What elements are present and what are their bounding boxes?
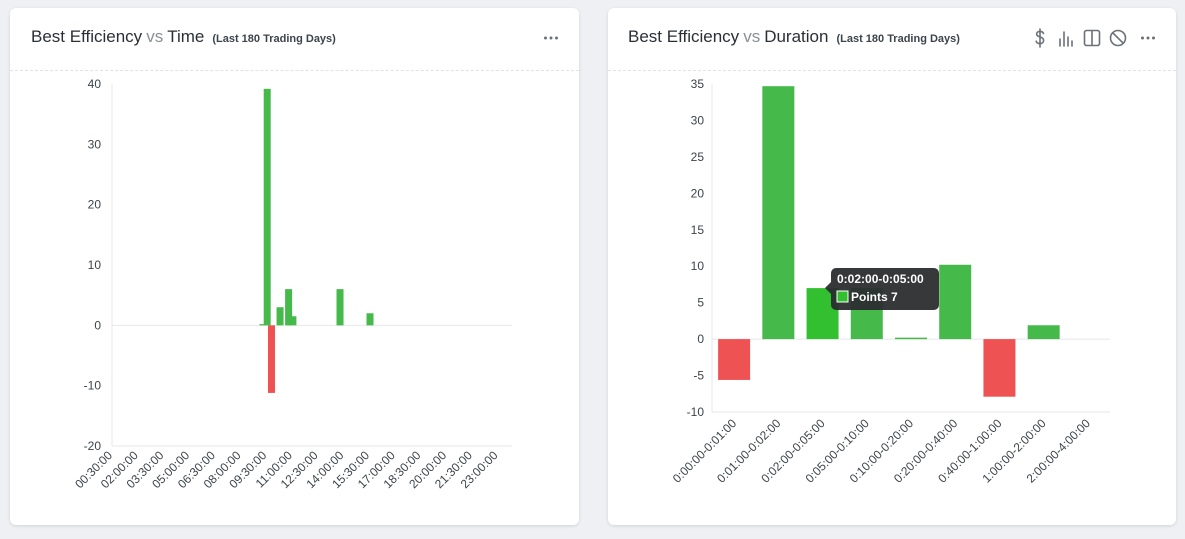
- title-metric: Best Efficiency: [628, 27, 740, 46]
- bar: [285, 289, 293, 326]
- y-tick-label: 25: [691, 150, 705, 164]
- bar: [289, 316, 297, 326]
- bar: [259, 324, 267, 326]
- card-title: Best Efficiency vs Time (Last 180 Trading D…: [31, 27, 336, 47]
- title-subtitle: (Last 180 Trading Days): [212, 33, 336, 45]
- chart-toolbar: [1030, 28, 1128, 48]
- efficiency-vs-duration-card: Best Efficiency vs Duration (Last 180 Tradi…: [608, 8, 1176, 525]
- efficiency-vs-time-chart: -20-1001020304000:30:0002:00:0003:30:000…: [72, 77, 512, 491]
- tooltip-box: [831, 268, 939, 310]
- bar: [939, 264, 972, 340]
- y-tick-label: 10: [88, 258, 102, 272]
- bar-chart-icon[interactable]: [1056, 28, 1076, 48]
- y-tick-label: 30: [88, 137, 102, 151]
- tooltip-title: 0:02:00-0:05:00: [837, 272, 924, 286]
- y-tick-label: 35: [691, 77, 705, 91]
- bar: [366, 313, 374, 326]
- y-tick-label: -20: [84, 439, 102, 453]
- tooltip-swatch: [836, 290, 849, 303]
- y-tick-label: 10: [691, 259, 705, 273]
- bar: [263, 88, 271, 326]
- y-tick-label: 40: [88, 77, 102, 91]
- title-metric: Best Efficiency: [31, 27, 143, 46]
- efficiency-vs-time-card: Best Efficiency vs Time (Last 180 Trading D…: [10, 8, 579, 525]
- bar: [336, 289, 344, 326]
- bar: [762, 86, 795, 340]
- chart-tooltip: 0:02:00-0:05:00 Points 7: [825, 268, 939, 310]
- y-tick-label: -5: [693, 369, 704, 383]
- y-tick-label: -10: [84, 379, 102, 393]
- bar: [718, 339, 751, 380]
- tooltip-pointer: [825, 282, 831, 294]
- title-vs: vs: [743, 27, 761, 46]
- title-subtitle: (Last 180 Trading Days): [836, 33, 960, 45]
- bar: [1027, 325, 1060, 340]
- y-tick-label: 20: [88, 198, 102, 212]
- more-horizontal-icon[interactable]: [1140, 28, 1156, 49]
- title-dimension: Duration: [764, 27, 829, 46]
- y-tick-label: 0: [94, 318, 101, 332]
- bar: [895, 337, 927, 340]
- y-tick-label: 0: [697, 332, 704, 346]
- ban-icon[interactable]: [1108, 28, 1128, 48]
- bar: [267, 325, 275, 393]
- y-tick-label: 15: [691, 223, 705, 237]
- more-horizontal-icon[interactable]: [543, 28, 559, 49]
- bar: [276, 307, 284, 326]
- card-header: Best Efficiency vs Duration (Last 180 Tradi…: [608, 8, 1176, 71]
- columns-icon[interactable]: [1082, 28, 1102, 48]
- card-header: Best Efficiency vs Time (Last 180 Trading D…: [10, 8, 579, 71]
- dollar-icon[interactable]: [1030, 28, 1050, 48]
- bar: [983, 339, 1016, 397]
- card-title: Best Efficiency vs Duration (Last 180 Tradi…: [628, 27, 960, 47]
- y-tick-label: 20: [691, 186, 705, 200]
- y-tick-label: 5: [697, 296, 704, 310]
- efficiency-vs-duration-chart: -10-5051015202530350:00:00-0:01:000:01:0…: [670, 77, 1110, 486]
- title-dimension: Time: [167, 27, 205, 46]
- tooltip-value: Points 7: [851, 290, 898, 304]
- y-tick-label: -10: [687, 405, 705, 419]
- title-vs: vs: [146, 27, 164, 46]
- y-tick-label: 30: [691, 113, 705, 127]
